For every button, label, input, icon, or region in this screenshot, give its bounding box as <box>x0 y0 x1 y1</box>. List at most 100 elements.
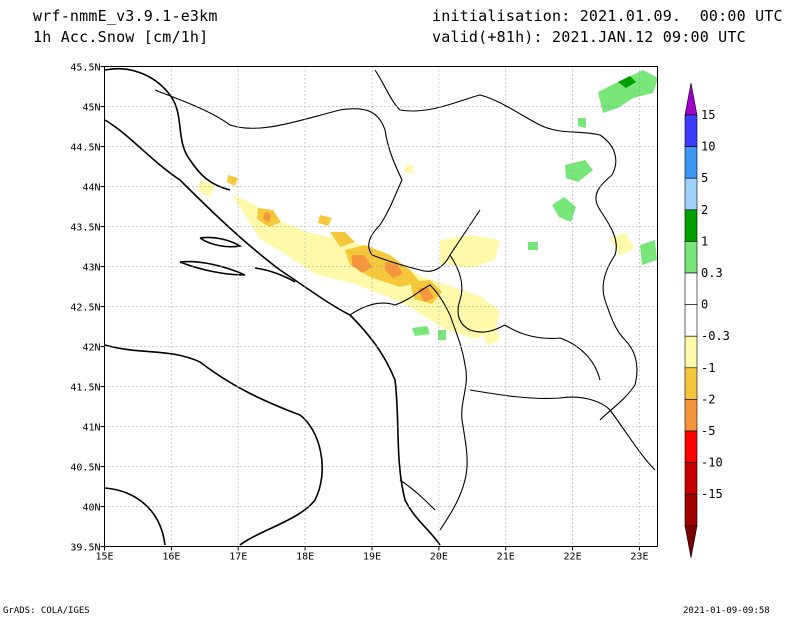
colorbar-segment <box>684 272 698 305</box>
colorbar-segment <box>684 399 698 432</box>
colorbar-segment <box>684 241 698 274</box>
colorbar-segment <box>684 493 698 527</box>
snow-area-green <box>578 118 586 128</box>
lon-tick-label: 20E <box>430 552 448 563</box>
timestamp: 2021-01-09-09:58 <box>683 606 770 616</box>
colorbar-bottom-arrow <box>684 525 698 558</box>
snow-area-green <box>598 70 658 113</box>
snow-area-green <box>565 160 593 182</box>
snow-area-light <box>610 233 635 256</box>
lon-tick-label: 18E <box>296 552 314 563</box>
lon-tick-label: 21E <box>497 552 515 563</box>
italy-coast <box>104 344 323 546</box>
colorbar-segment <box>684 209 698 242</box>
colorbar-segment <box>684 367 698 400</box>
axis-ticks: 15E 16E 17E 18E 19E 20E 21E 22E 23E 39.5N 40N 40.5N… <box>70 63 648 563</box>
snow-area-green <box>438 330 446 340</box>
colorbar-label: 1 <box>701 234 708 248</box>
snow-area-green <box>412 326 430 336</box>
lat-tick-label: 43N <box>82 263 100 274</box>
snow-area-heavy <box>263 212 271 222</box>
country-borders <box>154 69 656 531</box>
lon-tick-label: 17E <box>229 552 247 563</box>
colorbar: 15 10 5 2 1 0.3 0 -0.3 -1 -2 -5 -10 -15 <box>684 82 730 558</box>
snow-area-green <box>618 76 636 88</box>
colorbar-label: 2 <box>701 203 708 217</box>
lat-tick-label: 45N <box>82 103 100 114</box>
snow-area-light <box>198 180 215 197</box>
colorbar-label: -2 <box>701 392 715 406</box>
border-croatia-bosnia <box>154 89 403 226</box>
border-greece-albania <box>399 479 436 511</box>
snow-area-moderate <box>330 232 355 247</box>
border-bulgaria-greece <box>609 409 656 471</box>
colorbar-label: -15 <box>701 487 723 501</box>
colorbar-segment <box>684 335 698 369</box>
colorbar-segment <box>684 146 698 179</box>
border-bosnia-serbia <box>368 209 481 272</box>
lat-tick-label: 41N <box>82 423 100 434</box>
valid-time: valid(+81h): 2021.JAN.12 09:00 UTC <box>432 28 746 46</box>
border-kosovo <box>449 254 506 333</box>
colorbar-label: 10 <box>701 140 715 154</box>
border-macedonia-bulgaria <box>504 324 601 381</box>
lat-tick-label: 39.5N <box>70 543 100 554</box>
colorbar-label: 15 <box>701 108 715 122</box>
field-title: 1h Acc.Snow [cm/1h] <box>33 28 209 46</box>
colorbar-label: -1 <box>701 361 715 375</box>
lon-tick-label: 23E <box>630 552 648 563</box>
snow-area-moderate <box>318 215 332 226</box>
colorbar-label: 5 <box>701 171 708 185</box>
coastlines <box>104 68 441 546</box>
border-montenegro <box>349 284 451 316</box>
lon-tick-label: 16E <box>162 552 180 563</box>
island-2 <box>179 260 246 276</box>
snow-area-light <box>405 165 413 173</box>
colorbar-label: -5 <box>701 424 715 438</box>
init-time: initialisation: 2021.01.09. 00:00 UTC <box>432 7 783 25</box>
snow-area-heavy <box>352 255 372 273</box>
adriatic-east-coast <box>104 119 441 546</box>
colorbar-segment <box>684 462 698 495</box>
border-macedonia-greece <box>469 389 611 411</box>
colorbar-label: -0.3 <box>701 329 730 343</box>
lat-tick-label: 45.5N <box>70 63 100 74</box>
grads-credit: GrADS: COLA/IGES <box>3 606 90 616</box>
snow-area-green <box>552 197 576 222</box>
grid-lines <box>104 66 658 547</box>
colorbar-segment <box>684 430 698 463</box>
lat-tick-label: 44N <box>82 183 100 194</box>
model-title: wrf-nmmE_v3.9.1-e3km <box>33 7 218 25</box>
lat-tick-label: 42.5N <box>70 303 100 314</box>
snow-area-green <box>528 242 538 250</box>
snow-area-light <box>440 235 500 268</box>
italy-coast-heel <box>104 487 166 546</box>
colorbar-label: 0.3 <box>701 266 723 280</box>
border-albania-macedonia <box>439 314 468 531</box>
snow-shading <box>198 70 658 345</box>
lat-tick-label: 43.5N <box>70 223 100 234</box>
colorbar-segment <box>684 177 698 211</box>
lon-tick-label: 19E <box>363 552 381 563</box>
snow-area-moderate <box>227 175 238 186</box>
colorbar-top-arrow <box>684 82 698 116</box>
colorbar-segment <box>684 304 698 337</box>
lat-tick-label: 40.5N <box>70 463 100 474</box>
island-1 <box>199 236 243 248</box>
colorbar-segment <box>684 114 698 147</box>
croatia-north <box>104 68 231 191</box>
lat-tick-label: 42N <box>82 343 100 354</box>
island-3 <box>254 267 296 283</box>
snow-area-heavy <box>418 288 434 302</box>
border-serbia-bulgaria <box>595 174 638 421</box>
border-serbia-romania <box>374 69 617 176</box>
lat-tick-label: 40N <box>82 503 100 514</box>
lon-tick-label: 15E <box>95 552 113 563</box>
lat-tick-label: 44.5N <box>70 143 100 154</box>
colorbar-label: -10 <box>701 456 723 470</box>
lat-tick-label: 41.5N <box>70 383 100 394</box>
lon-tick-label: 22E <box>564 552 582 563</box>
snow-area-green <box>640 240 657 265</box>
colorbar-label: 0 <box>701 298 708 312</box>
